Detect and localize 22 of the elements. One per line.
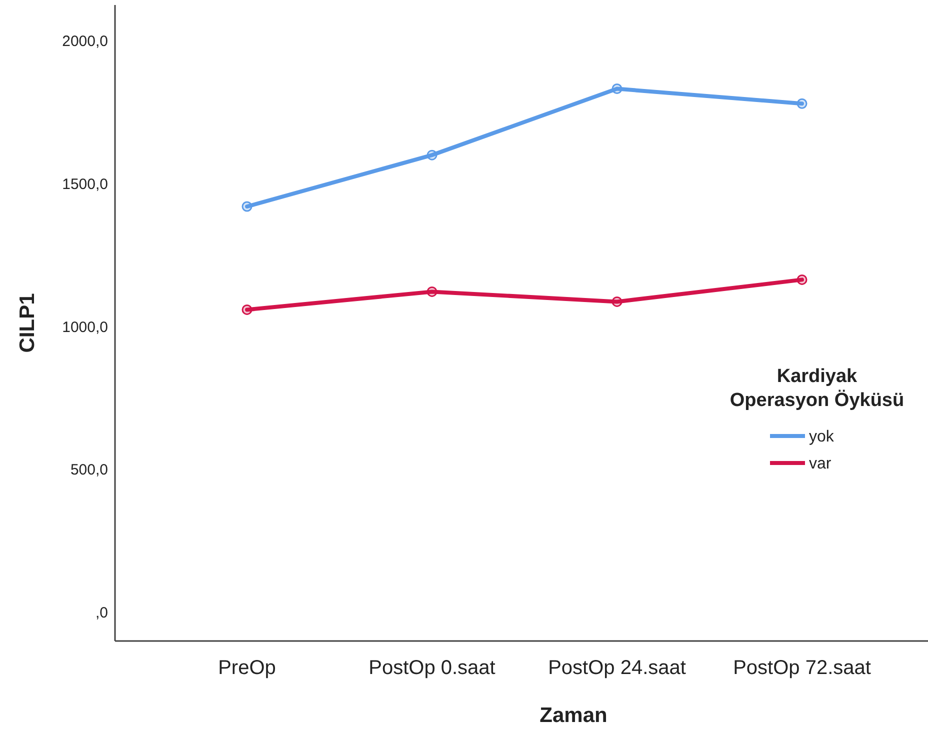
point bbox=[796, 98, 808, 109]
point bbox=[796, 274, 808, 285]
y-tick-label: ,0 bbox=[95, 604, 108, 622]
point bbox=[242, 304, 252, 315]
legend-title: Kardiyak Operasyon Öyküsü bbox=[730, 366, 904, 411]
x-tick-label: PreOp bbox=[218, 657, 276, 679]
y-tick-label: 500,0 bbox=[70, 462, 108, 479]
point bbox=[612, 296, 622, 307]
legend-label: var bbox=[809, 456, 832, 473]
y-tick-label: 1500,0 bbox=[62, 176, 108, 193]
y-tick-label: 2000,0 bbox=[62, 32, 108, 50]
x-tick-label: PostOp 72.saat bbox=[733, 657, 872, 679]
x-axis-title: Zaman bbox=[540, 704, 608, 727]
point bbox=[612, 84, 622, 94]
legend-label: yok bbox=[809, 428, 835, 446]
y-tick-label: 1000,0 bbox=[62, 318, 108, 336]
point bbox=[426, 150, 438, 160]
point bbox=[426, 286, 438, 297]
y-axis-title: CILP1 bbox=[16, 292, 39, 353]
point bbox=[242, 201, 252, 212]
x-tick-label: PostOp 0.saat bbox=[368, 657, 496, 679]
x-tick-label: PostOp 24.saat bbox=[548, 657, 686, 679]
